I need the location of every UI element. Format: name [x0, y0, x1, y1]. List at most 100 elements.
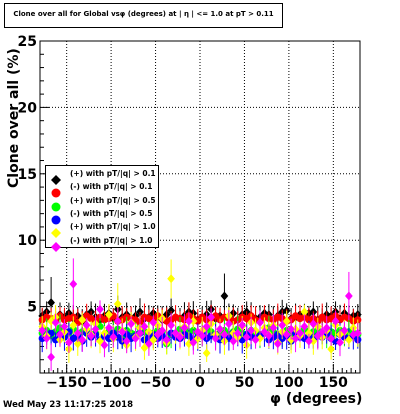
x-tick-label: 100	[274, 375, 303, 391]
x-tick-label: −100	[91, 375, 132, 391]
data-point	[260, 327, 269, 337]
data-point	[149, 317, 158, 328]
data-point	[78, 315, 87, 325]
data-point	[340, 325, 349, 336]
data-point	[82, 320, 91, 330]
data-point	[69, 279, 78, 289]
data-point	[247, 325, 256, 336]
data-point	[51, 336, 60, 344]
data-point	[176, 332, 184, 342]
data-point	[202, 348, 211, 358]
legend-marker	[51, 197, 61, 212]
data-point	[73, 328, 82, 338]
data-point	[296, 328, 304, 338]
data-point	[51, 317, 60, 328]
data-point	[91, 324, 100, 334]
legend-entry: (-) with pT/|q| > 1.0	[46, 235, 158, 252]
data-point	[104, 323, 113, 333]
data-point	[353, 328, 362, 338]
data-point	[65, 328, 73, 336]
data-point	[229, 336, 238, 346]
data-point	[309, 319, 318, 329]
data-point	[131, 333, 140, 344]
data-point	[313, 331, 322, 341]
data-point	[69, 320, 78, 330]
data-point	[113, 316, 122, 326]
data-point	[60, 321, 69, 332]
data-point	[318, 327, 327, 337]
data-point	[193, 327, 202, 337]
data-point	[140, 343, 149, 353]
data-point	[109, 332, 118, 342]
x-tick-label: −50	[140, 375, 171, 391]
x-tick-label: 0	[195, 375, 205, 391]
legend-marker	[51, 183, 61, 198]
data-point	[273, 339, 282, 349]
legend-entry: (-) with pT/|q| > 0.1	[46, 181, 158, 198]
data-point	[118, 327, 127, 337]
data-point	[64, 337, 73, 348]
data-point	[42, 333, 51, 344]
legend-label: (-) with pT/|q| > 1.0	[70, 235, 153, 245]
data-point	[287, 324, 296, 334]
data-point	[220, 291, 229, 301]
legend-label: (-) with pT/|q| > 0.5	[70, 208, 153, 218]
y-tick-label: 25	[18, 34, 37, 50]
x-tick-label: −150	[46, 375, 87, 391]
legend-label: (-) with pT/|q| > 0.1	[70, 182, 153, 192]
data-point	[202, 321, 211, 332]
data-point	[336, 337, 344, 348]
data-point	[144, 339, 153, 349]
data-point	[136, 328, 144, 338]
data-point	[96, 336, 104, 346]
y-tick-label: 5	[27, 300, 37, 316]
data-point	[78, 335, 87, 345]
x-tick-label: 50	[235, 375, 255, 391]
legend-marker	[51, 170, 61, 185]
data-point	[327, 333, 336, 344]
data-point	[278, 320, 287, 330]
data-point	[198, 331, 207, 341]
data-point	[153, 329, 162, 340]
data-point	[291, 333, 300, 344]
chart-title: Clone over all for Global vsφ (degrees) …	[13, 10, 274, 18]
data-point	[207, 312, 216, 322]
data-point	[73, 339, 82, 349]
legend-label: (+) with pT/|q| > 0.1	[70, 169, 156, 178]
data-point	[100, 340, 109, 350]
data-point	[233, 328, 242, 338]
data-point	[282, 316, 291, 326]
data-point	[242, 332, 251, 342]
data-point	[140, 321, 149, 332]
legend-label: (+) with pT/|q| > 1.0	[70, 222, 156, 232]
data-point	[180, 323, 189, 333]
data-point	[47, 298, 56, 308]
legend-entry: (+) with pT/|q| > 1.0	[46, 221, 158, 239]
data-point	[96, 304, 104, 314]
data-point	[344, 335, 353, 345]
data-point	[224, 319, 233, 329]
timestamp: Wed May 23 11:17:25 2018	[3, 400, 134, 410]
data-point	[322, 323, 331, 333]
legend-entry: (+) with pT/|q| > 0.5	[46, 195, 158, 212]
data-point	[189, 337, 198, 348]
data-point	[87, 331, 96, 341]
data-point	[167, 320, 176, 330]
data-point	[167, 274, 176, 284]
legend-marker	[51, 237, 61, 252]
data-point	[282, 329, 291, 340]
data-point	[216, 324, 224, 334]
data-point	[104, 309, 113, 320]
legend-marker	[51, 210, 61, 225]
data-point	[171, 328, 180, 338]
y-tick-label: 10	[18, 233, 38, 249]
data-point	[47, 352, 56, 362]
title-box: Clone over all for Global vsφ (degrees) …	[4, 3, 283, 28]
data-point	[238, 320, 247, 330]
y-tick-label: 20	[18, 100, 38, 116]
data-point	[122, 336, 131, 346]
x-axis-label: φ (degrees)	[270, 391, 363, 407]
x-tick-label: 150	[319, 375, 348, 391]
legend-marker	[51, 223, 61, 239]
data-point	[56, 329, 64, 340]
